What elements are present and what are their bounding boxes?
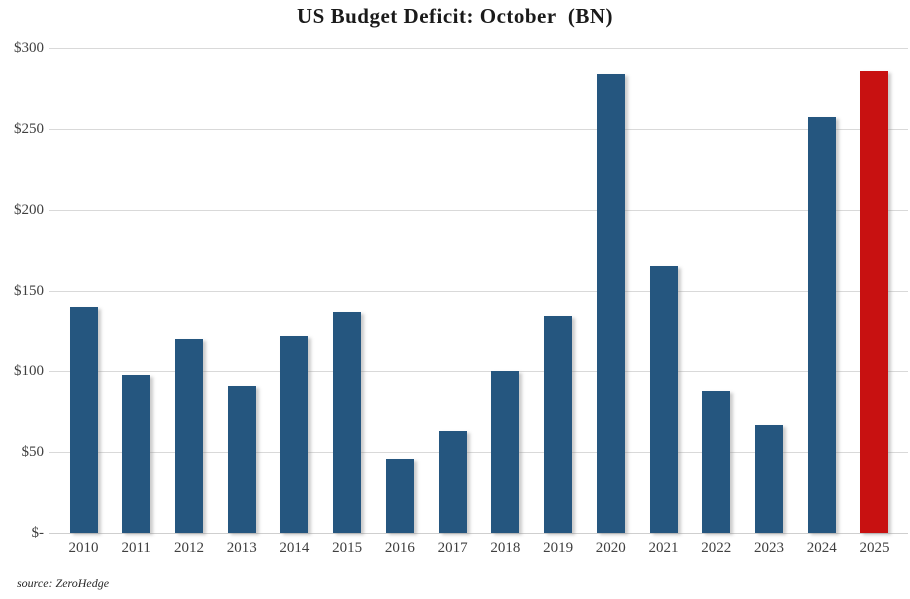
gridline-50 [49,452,908,454]
x-tick-label-2021: 2021 [648,540,679,556]
x-tick-label-2024: 2024 [806,540,837,556]
x-tick-label-2011: 2011 [121,540,151,556]
bar-2022 [702,390,731,533]
y-tick-label: $200 [14,201,44,218]
y-tick-label: $300 [14,40,44,56]
bar-2010 [69,306,98,533]
gridline-200 [49,209,908,211]
bar-2018 [491,370,520,533]
x-tick-label-2023: 2023 [753,540,784,556]
x-tick-label-2025: 2025 [859,540,890,556]
y-tick-label: $- [31,525,45,541]
bar-2025 [860,71,889,533]
bar-2012 [174,339,203,533]
y-tick-label: $250 [14,120,44,137]
bar-2016 [385,458,414,533]
gridline-250 [49,128,908,130]
bar-2013 [227,385,256,533]
bar-2019 [544,315,573,533]
x-tick-label-2022: 2022 [701,540,732,556]
bar-2014 [280,335,309,533]
chart-title: US Budget Deficit: October (BN) [297,4,613,28]
gridline-100 [49,371,908,373]
gridline-150 [49,290,908,292]
bar-2017 [438,431,467,533]
x-tick-label-2015: 2015 [332,540,363,556]
bar-2024 [807,116,836,533]
y-tick-label: $150 [14,282,44,299]
gridline-0 [49,533,908,534]
x-tick-label-2018: 2018 [490,540,521,556]
x-tick-label-2020: 2020 [595,540,626,556]
y-tick-label: $50 [21,444,45,461]
x-tick-label-2010: 2010 [68,540,99,556]
x-tick-label-2012: 2012 [173,540,204,556]
bar-2021 [649,266,678,533]
x-tick-label-2013: 2013 [226,540,257,556]
source-credit: source: ZeroHedge [17,576,110,590]
bar-2023 [754,425,783,533]
bar-2020 [596,73,625,533]
x-tick-label-2014: 2014 [279,540,310,556]
y-tick-label: $100 [14,363,44,380]
x-tick-label-2017: 2017 [437,540,468,556]
gridline-300 [49,48,908,49]
x-tick-label-2019: 2019 [543,540,574,556]
bar-2015 [333,312,362,533]
bar-2011 [122,374,151,533]
x-tick-label-2016: 2016 [384,540,415,556]
